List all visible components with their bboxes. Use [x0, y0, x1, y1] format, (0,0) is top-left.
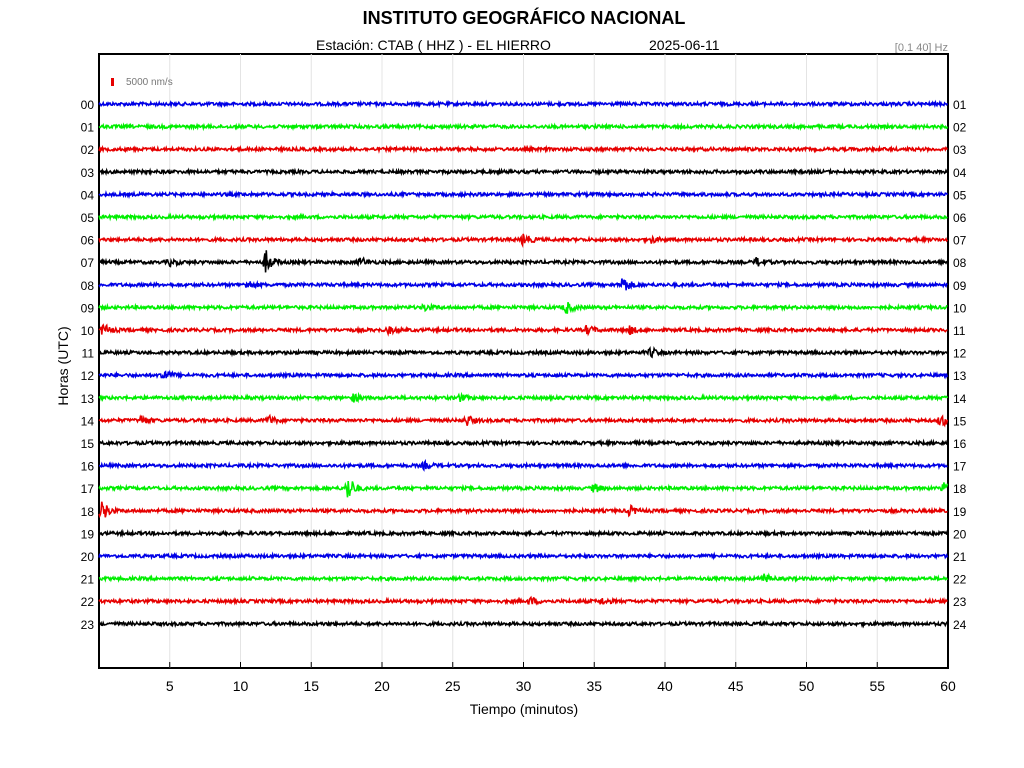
- left-hour-label: 20: [81, 550, 95, 564]
- seismic-trace: [98, 346, 948, 359]
- right-hour-label: 21: [953, 550, 967, 564]
- left-hour-label: 08: [81, 279, 95, 293]
- x-tick-label: 30: [516, 678, 532, 694]
- right-hour-label: 15: [953, 414, 967, 428]
- left-hour-label: 21: [81, 573, 95, 587]
- chart-title: INSTITUTO GEOGRÁFICO NACIONAL: [362, 8, 686, 28]
- right-hour-label: 23: [953, 595, 967, 609]
- x-tick-label: 60: [940, 678, 956, 694]
- seismic-trace: [98, 99, 949, 109]
- seismic-trace: [98, 323, 948, 337]
- x-tick-label: 20: [374, 678, 390, 694]
- seismic-trace: [98, 391, 949, 404]
- seismic-trace: [98, 619, 948, 629]
- seismic-trace: [98, 144, 949, 154]
- left-hour-label: 10: [81, 324, 95, 338]
- left-hour-label: 00: [81, 98, 95, 112]
- left-hour-label: 13: [81, 392, 95, 406]
- right-hour-label: 05: [953, 188, 967, 202]
- right-hour-label: 20: [953, 527, 967, 541]
- seismic-trace: [98, 551, 949, 561]
- right-hour-label: 16: [953, 437, 967, 451]
- right-hour-label: 04: [953, 166, 967, 180]
- left-hour-label: 05: [81, 211, 95, 225]
- left-hour-label: 23: [81, 618, 95, 632]
- grid-lines: [169, 54, 949, 668]
- x-tick-label: 15: [303, 678, 319, 694]
- seismic-trace: [98, 413, 949, 428]
- seismic-trace: [98, 369, 949, 380]
- left-hour-label: 17: [81, 482, 95, 496]
- x-tick-label: 5: [166, 678, 174, 694]
- left-hour-label: 14: [81, 414, 95, 428]
- right-hour-label: 06: [953, 211, 967, 225]
- scale-label: 5000 nm/s: [126, 77, 173, 88]
- date-label: 2025-06-11: [649, 37, 720, 53]
- right-hour-label: 18: [953, 482, 967, 496]
- seismic-trace: [98, 595, 948, 606]
- x-tick-label: 35: [586, 678, 602, 694]
- right-hour-label: 14: [953, 392, 967, 406]
- right-hour-label: 11: [953, 324, 966, 338]
- right-hour-label: 19: [953, 505, 967, 519]
- right-hour-label: 02: [953, 121, 967, 135]
- right-hour-label: 17: [953, 460, 967, 474]
- seismic-trace: [98, 189, 949, 200]
- right-hour-label: 08: [953, 256, 967, 270]
- seismic-trace: [98, 167, 948, 177]
- right-hour-label: 10: [953, 301, 967, 315]
- left-hour-label: 22: [81, 595, 95, 609]
- right-hour-label: 24: [953, 618, 967, 632]
- scale-bar: [111, 78, 114, 86]
- left-hour-label: 02: [81, 143, 95, 157]
- x-tick-label: 50: [799, 678, 815, 694]
- seismic-trace: [98, 501, 948, 519]
- left-hour-label: 15: [81, 437, 95, 451]
- left-hour-label: 06: [81, 234, 95, 248]
- frequency-band-label: [0.1 40] Hz: [894, 42, 948, 54]
- seismic-trace: [98, 278, 949, 291]
- x-tick-label: 40: [657, 678, 673, 694]
- seismic-trace: [98, 302, 948, 314]
- x-tick-label: 10: [233, 678, 249, 694]
- seismic-trace: [98, 458, 948, 472]
- right-hour-label: 03: [953, 143, 967, 157]
- seismic-trace: [98, 212, 948, 222]
- seismic-trace: [98, 528, 949, 539]
- left-hour-label: 03: [81, 166, 95, 180]
- right-hour-label: 13: [953, 369, 967, 383]
- seismic-trace: [98, 121, 949, 132]
- left-hour-label: 19: [81, 527, 95, 541]
- x-axis-label: Tiempo (minutos): [470, 701, 578, 717]
- right-hour-label: 01: [953, 98, 967, 112]
- station-label: Estación: CTAB ( HHZ ) - EL HIERRO: [316, 37, 551, 53]
- left-hour-label: 11: [82, 347, 95, 361]
- seismic-trace: [98, 250, 948, 273]
- traces: [98, 99, 949, 629]
- left-hour-label: 12: [81, 369, 95, 383]
- right-hour-label: 07: [953, 234, 967, 248]
- left-hour-label: 01: [81, 121, 95, 135]
- left-hour-label: 04: [81, 188, 95, 202]
- seismic-trace: [98, 233, 949, 249]
- right-hour-label: 12: [953, 347, 967, 361]
- left-hour-label: 09: [81, 301, 95, 315]
- left-hour-label: 18: [81, 505, 95, 519]
- right-hour-label: 09: [953, 279, 967, 293]
- x-tick-label: 25: [445, 678, 461, 694]
- seismic-trace: [98, 438, 948, 448]
- x-tick-label: 55: [869, 678, 885, 694]
- left-hour-label: 07: [81, 256, 95, 270]
- y-axis-label: Horas (UTC): [55, 326, 71, 405]
- left-hour-label: 16: [81, 460, 95, 474]
- seismic-trace: [98, 480, 949, 498]
- right-hour-label: 22: [953, 573, 967, 587]
- labels: 5 10 15 20 25 30 35 40 45 50 55 60 00 01 01 02 02 03 03 04 0…: [81, 98, 967, 694]
- seismic-trace: [98, 572, 949, 584]
- x-tick-label: 45: [728, 678, 744, 694]
